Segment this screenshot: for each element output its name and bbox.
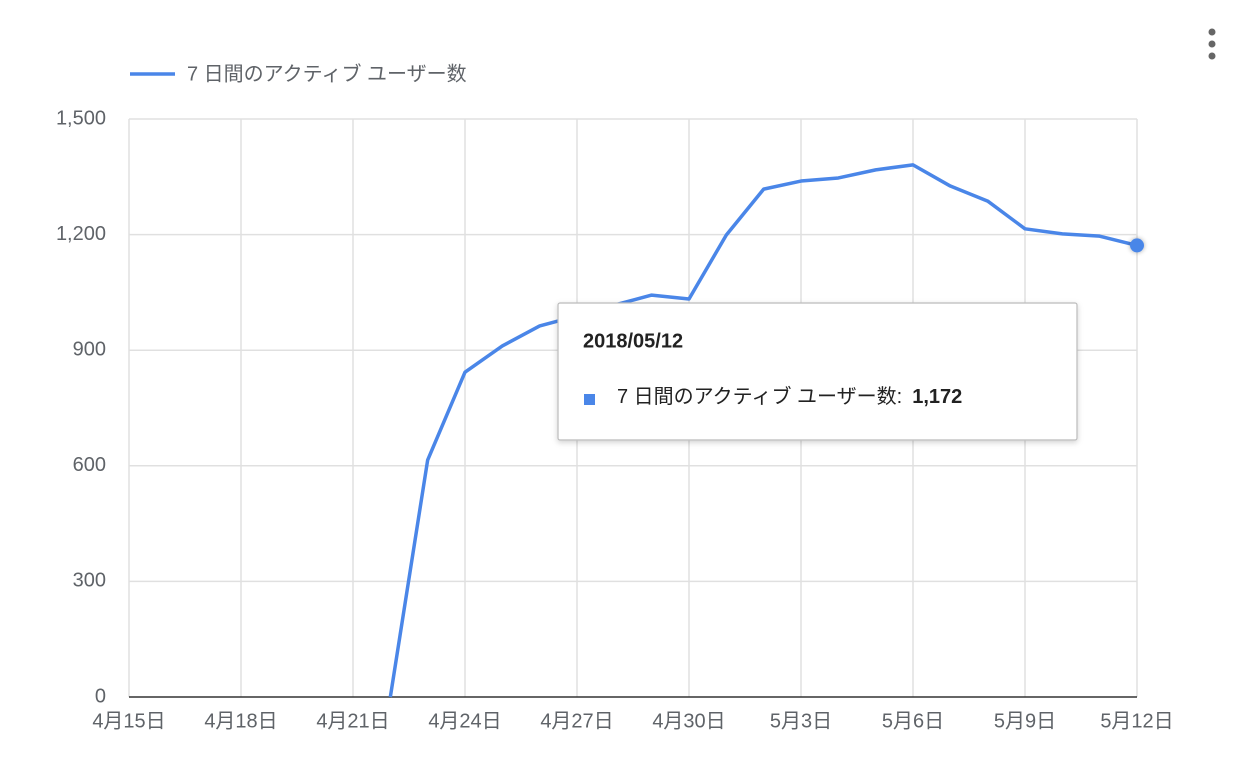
- tooltip-swatch: [584, 394, 595, 405]
- y-tick-label: 300: [73, 570, 106, 592]
- y-tick-label: 1,500: [56, 107, 106, 129]
- x-tick-label: 5月9日: [994, 710, 1056, 732]
- x-tick-label: 4月21日: [316, 710, 389, 732]
- legend-label: 7 日間のアクティブ ユーザー数: [187, 61, 467, 85]
- highlight-point: [1130, 238, 1144, 253]
- x-tick-label: 5月12日: [1100, 710, 1173, 732]
- x-tick-label: 4月15日: [92, 710, 165, 732]
- x-tick-label: 4月18日: [204, 710, 277, 732]
- x-tick-label: 4月24日: [428, 710, 501, 732]
- y-tick-label: 600: [73, 454, 106, 476]
- menu-button[interactable]: [1208, 28, 1216, 60]
- x-tick-label: 5月3日: [770, 710, 832, 732]
- tooltip-label: 7 日間のアクティブ ユーザー数:: [617, 384, 902, 408]
- x-tick-label: 5月6日: [882, 710, 944, 732]
- menu-dot: [1208, 40, 1216, 48]
- y-tick-label: 0: [95, 685, 106, 707]
- tooltip-row: 7 日間のアクティブ ユーザー数: 1,172: [617, 384, 962, 408]
- tooltip-value: 1,172: [912, 386, 962, 408]
- x-tick-label: 4月27日: [540, 710, 613, 732]
- x-tick-label: 4月30日: [652, 710, 725, 732]
- series-line: [388, 163, 1138, 698]
- y-tick-label: 900: [73, 338, 106, 360]
- y-tick-label: 1,200: [56, 223, 106, 245]
- tooltip: 2018/05/12 7 日間のアクティブ ユーザー数: 1,172: [557, 302, 1078, 441]
- tooltip-title: 2018/05/12: [583, 330, 683, 352]
- menu-dot: [1208, 28, 1216, 36]
- menu-dot: [1208, 52, 1216, 60]
- tooltip-box: [557, 302, 1078, 441]
